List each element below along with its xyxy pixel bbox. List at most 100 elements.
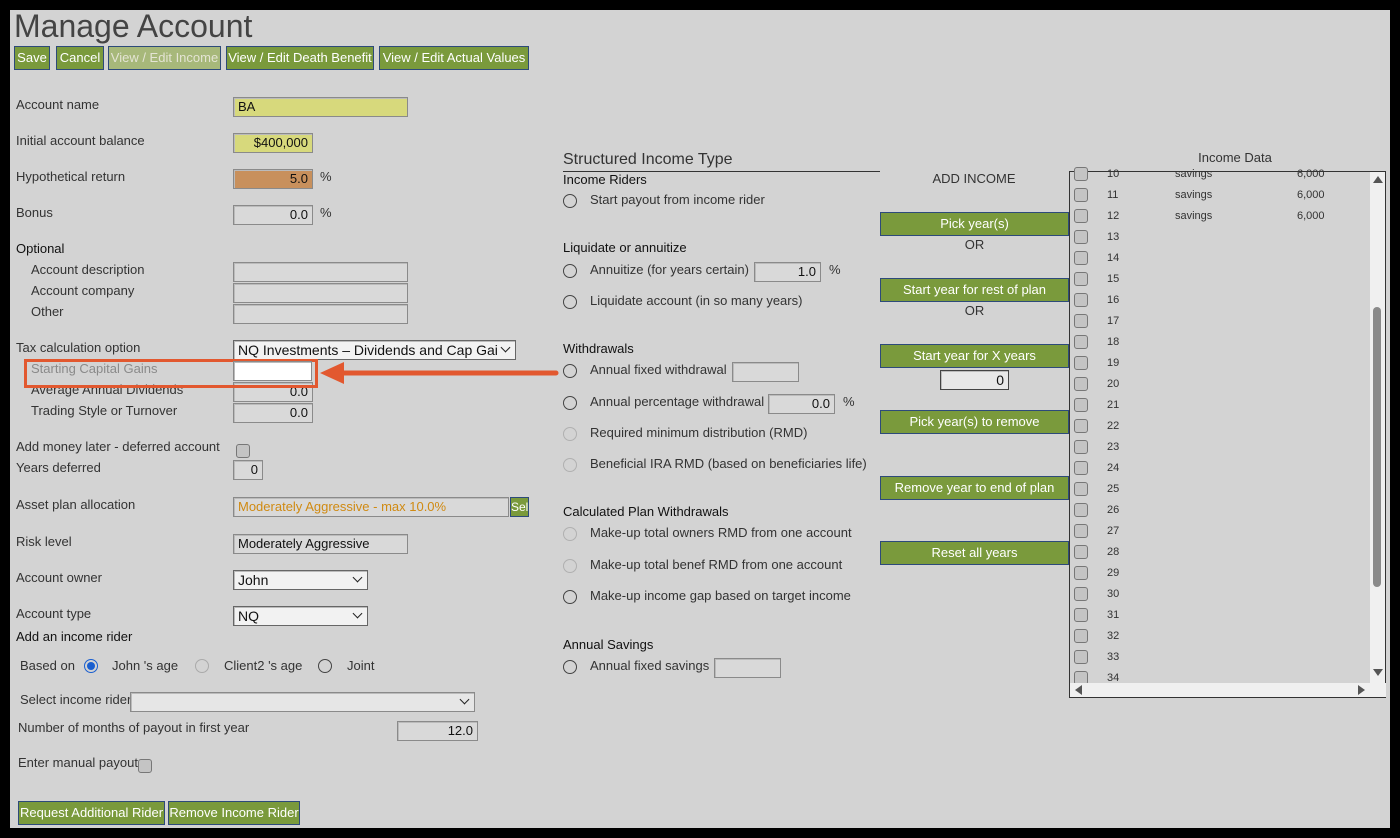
section-heading: Optional bbox=[16, 241, 65, 256]
toolbar-button[interactable]: Save bbox=[14, 46, 50, 70]
text-input[interactable]: 5.0 bbox=[233, 169, 313, 189]
radio[interactable] bbox=[84, 659, 98, 673]
row-checkbox[interactable] bbox=[1074, 230, 1088, 244]
row-checkbox[interactable] bbox=[1074, 272, 1088, 286]
text-input[interactable]: 0.0 bbox=[233, 403, 313, 423]
scroll-arrow[interactable] bbox=[1075, 685, 1082, 695]
action-button[interactable]: Pick year(s) bbox=[880, 212, 1069, 236]
field-label: Account company bbox=[31, 283, 135, 298]
rider-button[interactable]: Request Additional Rider bbox=[18, 801, 165, 825]
text-input[interactable]: 0.0 bbox=[233, 205, 313, 225]
manage-account-screen: Manage Account Save Cancel View / Edit Inco… bbox=[10, 10, 1390, 828]
row-checkbox[interactable] bbox=[1074, 587, 1088, 601]
row-year: 17 bbox=[1107, 315, 1120, 327]
text-input[interactable] bbox=[233, 283, 408, 303]
radio-label: Joint bbox=[347, 658, 375, 673]
select[interactable] bbox=[130, 692, 475, 712]
radio-label: John 's age bbox=[112, 658, 179, 673]
field-label: Trading Style or Turnover bbox=[31, 403, 178, 418]
row-year: 32 bbox=[1107, 630, 1120, 642]
select[interactable]: NQ Investments – Dividends and Cap Gai bbox=[233, 340, 516, 360]
field-label: Based on bbox=[20, 658, 75, 673]
row-checkbox[interactable] bbox=[1074, 188, 1088, 202]
toolbar-button[interactable]: View / Edit Actual Values bbox=[379, 46, 529, 70]
row-checkbox[interactable] bbox=[1074, 251, 1088, 265]
scroll-arrow[interactable] bbox=[1358, 685, 1365, 695]
row-checkbox[interactable] bbox=[1074, 545, 1088, 559]
toolbar-button[interactable]: View / Edit Death Benefit bbox=[226, 46, 374, 70]
row-checkbox[interactable] bbox=[1074, 566, 1088, 580]
row-checkbox[interactable] bbox=[1074, 356, 1088, 370]
radio[interactable] bbox=[318, 659, 332, 673]
action-button[interactable]: Pick year(s) to remove bbox=[880, 410, 1069, 434]
radio-dot bbox=[87, 662, 95, 670]
row-year: 30 bbox=[1107, 588, 1120, 600]
text-input[interactable] bbox=[233, 262, 408, 282]
select[interactable]: John bbox=[233, 570, 368, 590]
scroll-arrow[interactable] bbox=[1373, 669, 1383, 676]
row-checkbox[interactable] bbox=[1074, 524, 1088, 538]
rider-button[interactable]: Remove Income Rider bbox=[168, 801, 300, 825]
radio[interactable] bbox=[195, 659, 209, 673]
text-input[interactable]: BA bbox=[233, 97, 408, 117]
select-button[interactable]: Sel bbox=[510, 497, 529, 517]
action-button[interactable]: Start year for rest of plan bbox=[880, 278, 1069, 302]
row-checkbox[interactable] bbox=[1074, 314, 1088, 328]
text-input[interactable]: 0 bbox=[233, 460, 263, 480]
scroll-arrow[interactable] bbox=[1373, 176, 1383, 183]
radio[interactable] bbox=[563, 194, 577, 208]
text-input[interactable]: Moderately Aggressive bbox=[233, 534, 408, 554]
row-year: 22 bbox=[1107, 420, 1120, 432]
row-checkbox[interactable] bbox=[1074, 482, 1088, 496]
text-input[interactable]: $400,000 bbox=[233, 133, 313, 153]
row-year: 14 bbox=[1107, 252, 1120, 264]
toolbar-button[interactable]: Cancel bbox=[56, 46, 104, 70]
row-checkbox[interactable] bbox=[1074, 419, 1088, 433]
field-label: Other bbox=[31, 304, 64, 319]
text-input[interactable]: 0 bbox=[940, 370, 1009, 390]
action-button[interactable]: Start year for X years bbox=[880, 344, 1069, 368]
row-checkbox[interactable] bbox=[1074, 377, 1088, 391]
text-input[interactable] bbox=[714, 658, 781, 678]
row-type: savings bbox=[1175, 189, 1213, 201]
text-input[interactable]: Moderately Aggressive - max 10.0% bbox=[233, 497, 509, 517]
option-label: Annuitize (for years certain) bbox=[590, 262, 749, 277]
row-type: savings bbox=[1175, 168, 1213, 180]
option-label: Start payout from income rider bbox=[590, 192, 765, 207]
action-button[interactable]: Remove year to end of plan bbox=[880, 476, 1069, 500]
radio[interactable] bbox=[563, 295, 577, 309]
row-checkbox[interactable] bbox=[1074, 440, 1088, 454]
action-button[interactable]: Reset all years bbox=[880, 541, 1069, 565]
radio-label: Client2 's age bbox=[224, 658, 303, 673]
checkbox[interactable] bbox=[236, 444, 250, 458]
text-input[interactable] bbox=[233, 304, 408, 324]
radio[interactable] bbox=[563, 590, 577, 604]
radio[interactable] bbox=[563, 660, 577, 674]
text-input[interactable] bbox=[233, 361, 312, 381]
row-checkbox[interactable] bbox=[1074, 650, 1088, 664]
text-input[interactable]: 1.0 bbox=[754, 262, 821, 282]
row-checkbox[interactable] bbox=[1074, 503, 1088, 517]
row-year: 29 bbox=[1107, 567, 1120, 579]
row-checkbox[interactable] bbox=[1074, 629, 1088, 643]
select[interactable]: NQ bbox=[233, 606, 368, 626]
add-income-title: ADD INCOME bbox=[932, 171, 1016, 186]
row-checkbox[interactable] bbox=[1074, 167, 1088, 181]
row-checkbox[interactable] bbox=[1074, 461, 1088, 475]
scrollbar-thumb[interactable] bbox=[1373, 307, 1381, 587]
text-input[interactable]: 0.0 bbox=[768, 394, 835, 414]
radio[interactable] bbox=[563, 396, 577, 410]
radio[interactable] bbox=[563, 264, 577, 278]
row-checkbox[interactable] bbox=[1074, 335, 1088, 349]
row-checkbox[interactable] bbox=[1074, 293, 1088, 307]
text-input[interactable] bbox=[732, 362, 799, 382]
row-checkbox[interactable] bbox=[1074, 608, 1088, 622]
row-checkbox[interactable] bbox=[1074, 398, 1088, 412]
checkbox[interactable] bbox=[138, 759, 152, 773]
text-input[interactable]: 12.0 bbox=[397, 721, 478, 741]
highlight-box bbox=[24, 359, 318, 388]
radio[interactable] bbox=[563, 364, 577, 378]
field-label: Tax calculation option bbox=[16, 340, 141, 355]
row-checkbox[interactable] bbox=[1074, 209, 1088, 223]
